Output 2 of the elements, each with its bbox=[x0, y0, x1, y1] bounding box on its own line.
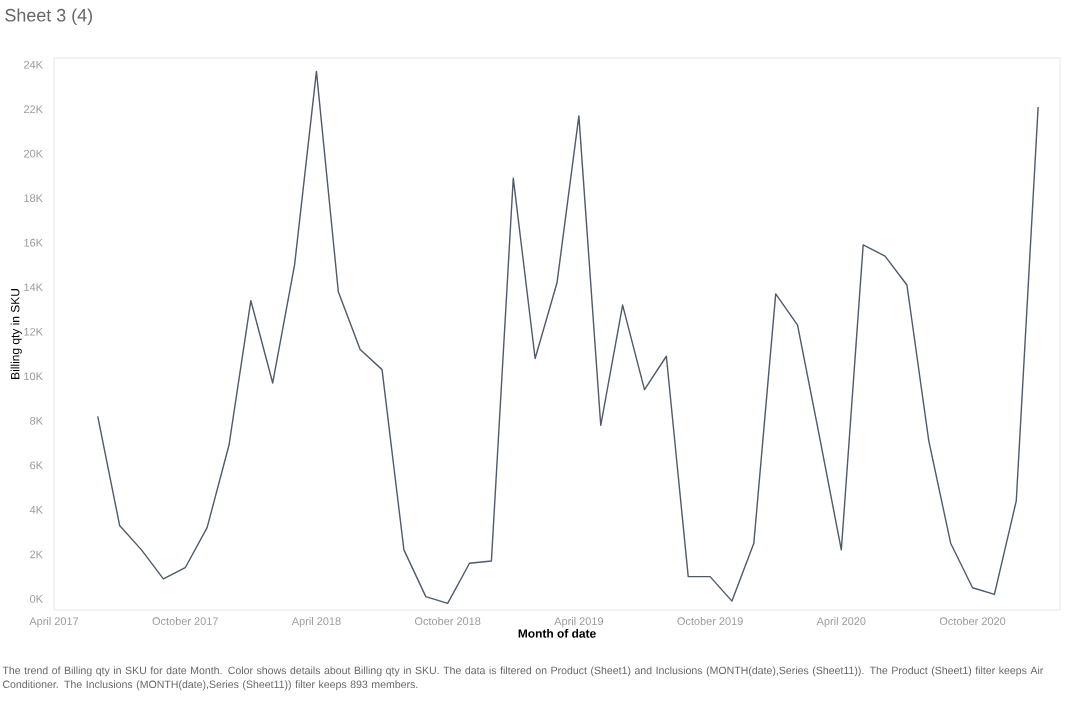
line-series bbox=[97, 70, 1039, 605]
chart-title: Sheet 3 (4) bbox=[5, 8, 93, 26]
